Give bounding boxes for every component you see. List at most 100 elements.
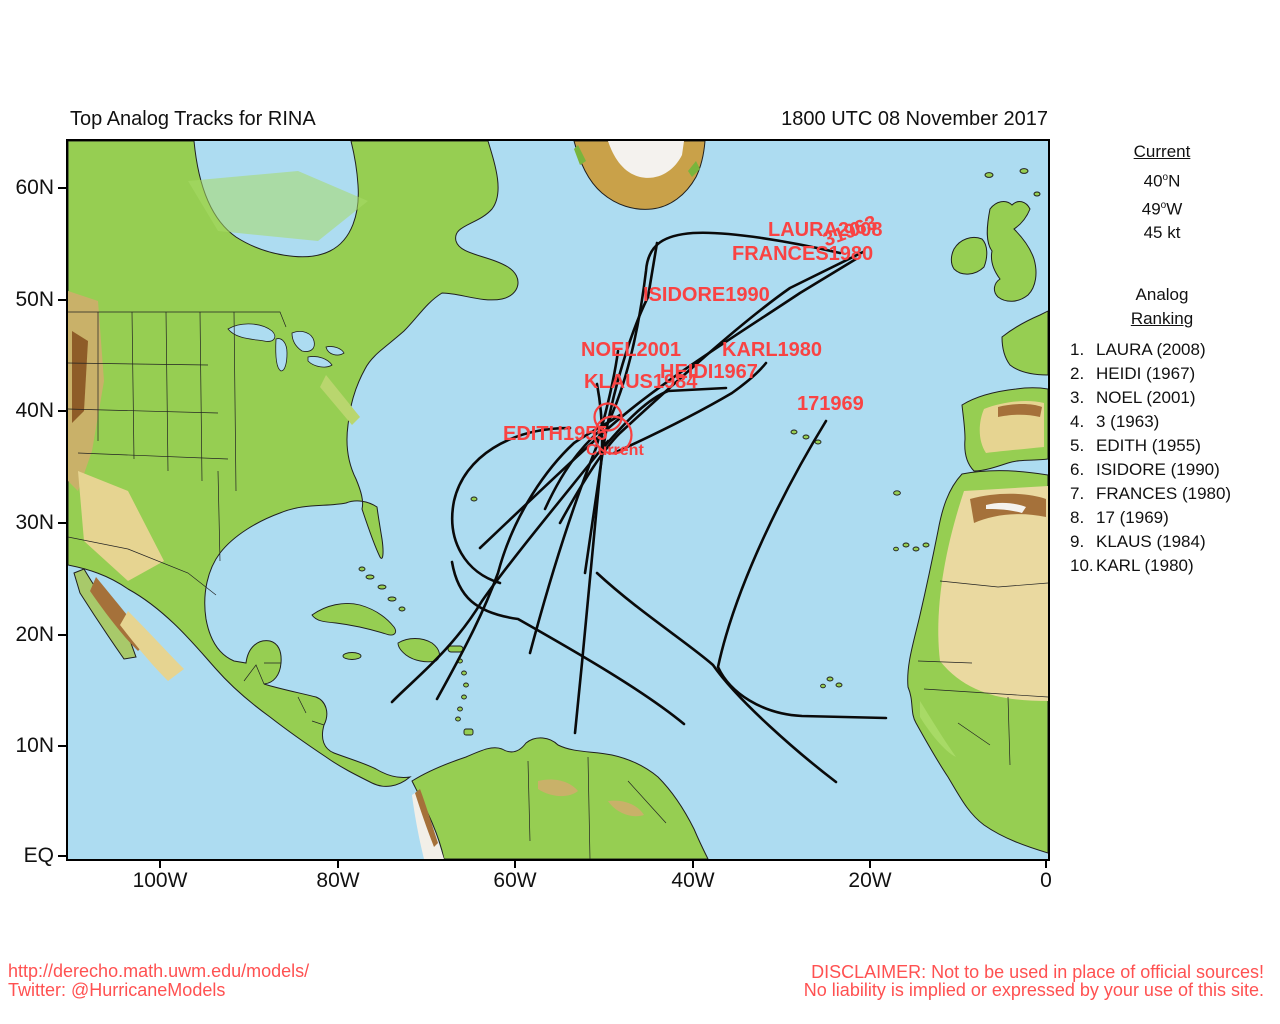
track-label: EDITH1955: [503, 423, 608, 445]
ranking-item-number: 9.: [1070, 532, 1085, 551]
ranking-item-number: 3.: [1070, 388, 1085, 407]
ranking-item: 4. 3 (1963): [1070, 410, 1270, 434]
ranking-item-number: 8.: [1070, 508, 1085, 527]
ranking-item-name: 3 (1963): [1096, 412, 1160, 431]
europe-landmass: [950, 168, 1048, 472]
footer-disclaimer: DISCLAIMER: Not to be used in place of o…: [804, 963, 1264, 999]
caribbean-islands: [311, 496, 478, 736]
footer-credits: http://derecho.math.uwm.edu/models/ Twit…: [8, 962, 309, 1000]
lat-tick-label: 60N: [15, 176, 54, 199]
info-panel: Current 40oN 49oW 45 kt Analog Ranking: [1082, 142, 1242, 331]
great-lakes: [227, 323, 345, 372]
track-heidi-1967: [602, 386, 728, 449]
track-3-1963: [478, 257, 858, 550]
ranking-item: 1. LAURA (2008): [1070, 338, 1270, 362]
atlantic-map: LAURA2008 31963 FRANCES1980 ISIDORE1990 NOEL…: [66, 139, 1050, 861]
ranking-item: 10. KARL (1980): [1070, 554, 1270, 578]
lon-tick-label: 0: [1040, 869, 1052, 892]
lat-tick-label: 50N: [15, 288, 54, 311]
ranking-item-name: KARL (1980): [1096, 556, 1194, 575]
source-url: http://derecho.math.uwm.edu/models/: [8, 961, 310, 981]
lon-tick-label: 60W: [493, 869, 537, 892]
map-canvas: [68, 141, 1048, 859]
lat-tick: [58, 522, 67, 524]
ranking-item: 6. ISIDORE (1990): [1070, 458, 1270, 482]
current-heading: Current: [1133, 142, 1191, 161]
track-isidore-1990: [583, 241, 659, 575]
lat-tick-label: 20N: [15, 623, 54, 646]
track-label: LAURA2008: [768, 219, 883, 241]
lat-tick-label: 10N: [15, 734, 54, 757]
current-value-line: 49oW: [1141, 199, 1183, 219]
ranking-item-name: KLAUS (1984): [1096, 532, 1206, 551]
track-laura-2008: [543, 231, 842, 511]
track-label: 171969: [797, 393, 864, 415]
analog-ranking-list: 1. LAURA (2008) 2. HEIDI (1967) 3. NOEL (2001…: [1070, 338, 1270, 578]
twitter-handle: Twitter: @HurricaneModels: [8, 980, 226, 1000]
track-label: NOEL2001: [581, 339, 682, 361]
track-label: KARL1980: [722, 339, 823, 361]
lon-tick: [514, 859, 516, 868]
ranking-item: 2. HEIDI (1967): [1070, 362, 1270, 386]
lon-tick: [1045, 859, 1047, 868]
ranking-item: 3. NOEL (2001): [1070, 386, 1270, 410]
lat-tick: [58, 299, 67, 301]
lon-tick: [159, 859, 161, 868]
current-position-marker: [593, 402, 633, 455]
lat-tick: [58, 634, 67, 636]
ranking-item: 9. KLAUS (1984): [1070, 530, 1270, 554]
ranking-item-name: HEIDI (1967): [1096, 364, 1196, 383]
track-label: KLAUS1984: [584, 371, 698, 393]
analog-tracks: [390, 231, 888, 784]
lon-tick: [869, 859, 871, 868]
lat-tick: [58, 855, 67, 857]
ranking-item-name: ISIDORE (1990): [1096, 460, 1220, 479]
ranking-item-number: 1.: [1070, 340, 1085, 359]
sa-borders: [527, 756, 667, 859]
lon-tick-label: 80W: [316, 869, 360, 892]
south-america-landmass: [411, 737, 709, 859]
lon-tick-label: 20W: [848, 869, 892, 892]
track-label: FRANCES1980: [732, 243, 874, 265]
ranking-item-number: 2.: [1070, 364, 1085, 383]
africa-borders: [917, 580, 1048, 766]
lat-tick-label: 30N: [15, 511, 54, 534]
track-label: ISIDORE1990: [643, 284, 770, 306]
timestamp: 1800 UTC 08 November 2017: [781, 108, 1048, 130]
lat-tick: [58, 187, 67, 189]
ranking-item: 5. EDITH (1955): [1070, 434, 1270, 458]
ranking-item: 7. FRANCES (1980): [1070, 482, 1270, 506]
current-value-line: 40oN: [1143, 171, 1181, 191]
track-tail-sw: [390, 439, 610, 704]
lat-tick: [58, 745, 67, 747]
ranking-item-number: 7.: [1070, 484, 1085, 503]
track-frances-1980: [558, 250, 865, 525]
ranking-heading: Ranking: [1130, 309, 1194, 329]
greenland: [573, 141, 706, 210]
ranking-item-number: 10.: [1070, 556, 1094, 575]
disclaimer-line-1: DISCLAIMER: Not to be used in place of o…: [811, 962, 1264, 982]
current-value-line: 45 kt: [1143, 223, 1181, 243]
current-marker-label: Current: [586, 442, 644, 459]
lon-tick: [692, 859, 694, 868]
ranking-item-number: 5.: [1070, 436, 1085, 455]
lat-tick-label: EQ: [23, 844, 54, 867]
track-17-1969: [716, 419, 888, 720]
lat-tick-label: 40N: [15, 399, 54, 422]
ranking-item-name: LAURA (2008): [1096, 340, 1206, 359]
ranking-item-number: 6.: [1070, 460, 1085, 479]
page-title: Top Analog Tracks for RINA: [70, 108, 316, 130]
track-tail-a: [450, 560, 686, 726]
lon-tick-label: 40W: [671, 869, 715, 892]
analog-heading: Analog: [1135, 285, 1189, 305]
ranking-item-name: FRANCES (1980): [1096, 484, 1232, 503]
current-values: 40oN 49oW 45 kt: [1082, 166, 1242, 245]
north-america-landmass: [68, 141, 519, 787]
lon-tick-label: 100W: [132, 869, 188, 892]
lat-tick: [58, 410, 67, 412]
ranking-item-name: 17 (1969): [1096, 508, 1169, 527]
ranking-item: 8. 17 (1969): [1070, 506, 1270, 530]
ranking-item-number: 4.: [1070, 412, 1085, 431]
disclaimer-line-2: No liability is implied or expressed by …: [803, 980, 1264, 1000]
